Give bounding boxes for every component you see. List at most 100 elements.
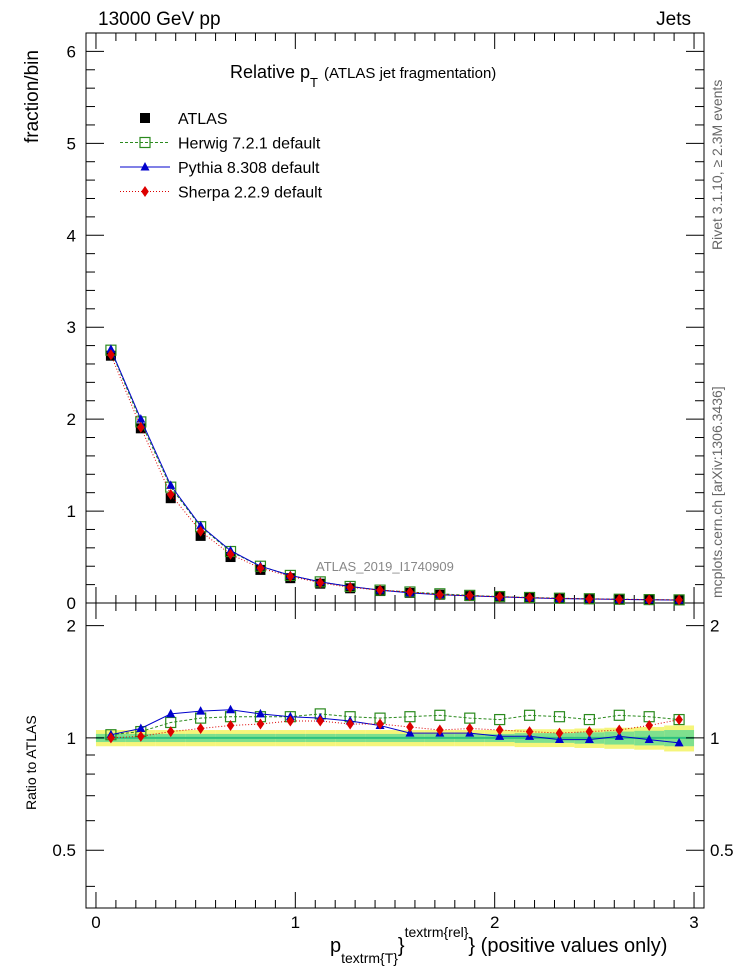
x-tick-label: 1 [291,913,300,932]
ratio-point-sherpa [436,724,444,736]
legend: ATLAS Herwig 7.2.1 default Pythia 8.308 de… [120,111,323,202]
x-axis-label-p: p [330,935,341,957]
ratio-y-tick-label-right: 2 [710,617,719,636]
ratio-point-sherpa [495,724,504,736]
ratio-point-herwig [553,711,566,723]
point-sherpa [256,562,265,574]
legend-marker-atlas [140,113,150,123]
ratio-point-sherpa [525,726,534,738]
point-sherpa [495,591,504,603]
ratio-point-pythia [226,704,236,714]
chart-title-main: Relative p [230,62,310,82]
legend-marker-herwig [139,136,151,149]
point-pythia [166,480,176,489]
ratio-point-herwig [613,709,625,721]
point-sherpa [555,592,564,604]
ratio-point-sherpa [196,722,205,734]
point-sherpa [346,581,354,593]
ratio-point-sherpa [585,726,594,738]
point-sherpa [166,489,175,501]
header-right: Jets [656,9,691,30]
point-sherpa [196,525,205,537]
point-sherpa [675,594,683,606]
legend-label-sherpa: Sherpa 2.2.9 default [178,185,323,202]
x-axis-label: ptextrm{T}}textrm{rel}} (positive values… [330,924,667,966]
ratio-point-sherpa [107,732,115,744]
x-tick-label: 3 [689,913,698,932]
y-axis-label: fraction/bin [22,50,43,143]
ratio-point-sherpa [256,718,265,730]
point-sherpa [525,592,534,604]
y-tick-label: 4 [67,226,76,245]
x-axis-label-sub: textrm{T} [341,950,398,966]
legend-item-sherpa: Sherpa 2.2.9 default [120,185,323,202]
point-sherpa [615,593,624,605]
series-line-pythia [110,349,680,601]
ratio-point-pythia [614,731,624,740]
ratio-y-tick-label-left: 0.5 [52,841,76,860]
point-sherpa [376,584,384,596]
ratio-point-pythia [495,731,505,740]
legend-item-herwig: Herwig 7.2.1 default [120,136,321,153]
header-left: 13000 GeV pp [98,9,221,30]
ratio-point-sherpa [675,714,683,726]
ratio-series-group [105,704,685,747]
y-tick-label: 1 [67,502,76,521]
ratio-point-sherpa [645,719,653,731]
x-tick-label: 0 [91,913,100,932]
legend-label-atlas: ATLAS [178,111,228,128]
point-sherpa [645,594,653,606]
ratio-y-tick-label-left: 1 [67,729,76,748]
point-sherpa [107,349,115,361]
ratio-line-sherpa [110,719,680,739]
ratio-plot-frame [85,602,705,909]
ratio-point-sherpa [465,722,474,734]
legend-item-pythia: Pythia 8.308 default [120,160,320,177]
x-axis-label-brace: } [398,935,405,957]
ratio-point-herwig [583,713,595,726]
point-pythia [136,414,146,423]
x-tick-label: 2 [490,913,499,932]
y-tick-label: 2 [67,410,76,429]
ratio-point-sherpa [346,718,354,730]
ratio-point-pythia [674,737,684,747]
y-tick-label: 3 [67,318,76,337]
legend-item-atlas: ATLAS [140,111,228,128]
tick-labels: 0 1 2 3 0 1 2 3 4 5 6 0.5 0.5 1 1 2 2 [52,42,733,932]
ratio-point-sherpa [286,715,295,727]
ratio-series-sherpa [107,714,683,744]
legend-marker-sherpa [141,186,149,197]
ratio-y-tick-label-left: 2 [67,617,76,636]
ratio-point-herwig [434,709,446,721]
legend-marker-pythia [140,162,150,171]
ratio-point-sherpa [226,719,235,731]
ratio-point-pythia [136,723,146,732]
x-axis-label-rest: } (positive values only) [468,935,667,957]
point-sherpa [226,548,235,560]
ratio-point-sherpa [316,715,325,727]
ratio-point-pythia [255,708,265,718]
ratio-line-pythia [110,709,680,744]
analysis-watermark: ATLAS_2019_I1740909 [316,559,454,574]
y-tick-label: 5 [67,134,76,153]
ratio-point-herwig [523,709,536,721]
point-sherpa [137,421,145,433]
rivet-label: Rivet 3.1.10, ≥ 2.3M events [709,80,725,250]
ratio-point-sherpa [137,730,145,742]
point-pythia [196,520,206,530]
point-pythia [106,344,116,353]
point-sherpa [436,589,444,601]
ratio-y-tick-label-right: 0.5 [710,841,734,860]
ratio-point-sherpa [376,718,384,730]
point-sherpa [286,570,295,582]
ratio-point-sherpa [406,721,414,733]
y-tick-label: 6 [67,42,76,61]
point-sherpa [585,593,594,605]
legend-label-herwig: Herwig 7.2.1 default [178,136,321,153]
ratio-point-pythia [584,734,594,744]
chart-title: Relative pT (ATLAS jet fragmentation) [230,62,496,90]
point-sherpa [465,590,474,602]
ratio-y-tick-label-right: 1 [710,729,719,748]
legend-label-pythia: Pythia 8.308 default [178,160,320,177]
